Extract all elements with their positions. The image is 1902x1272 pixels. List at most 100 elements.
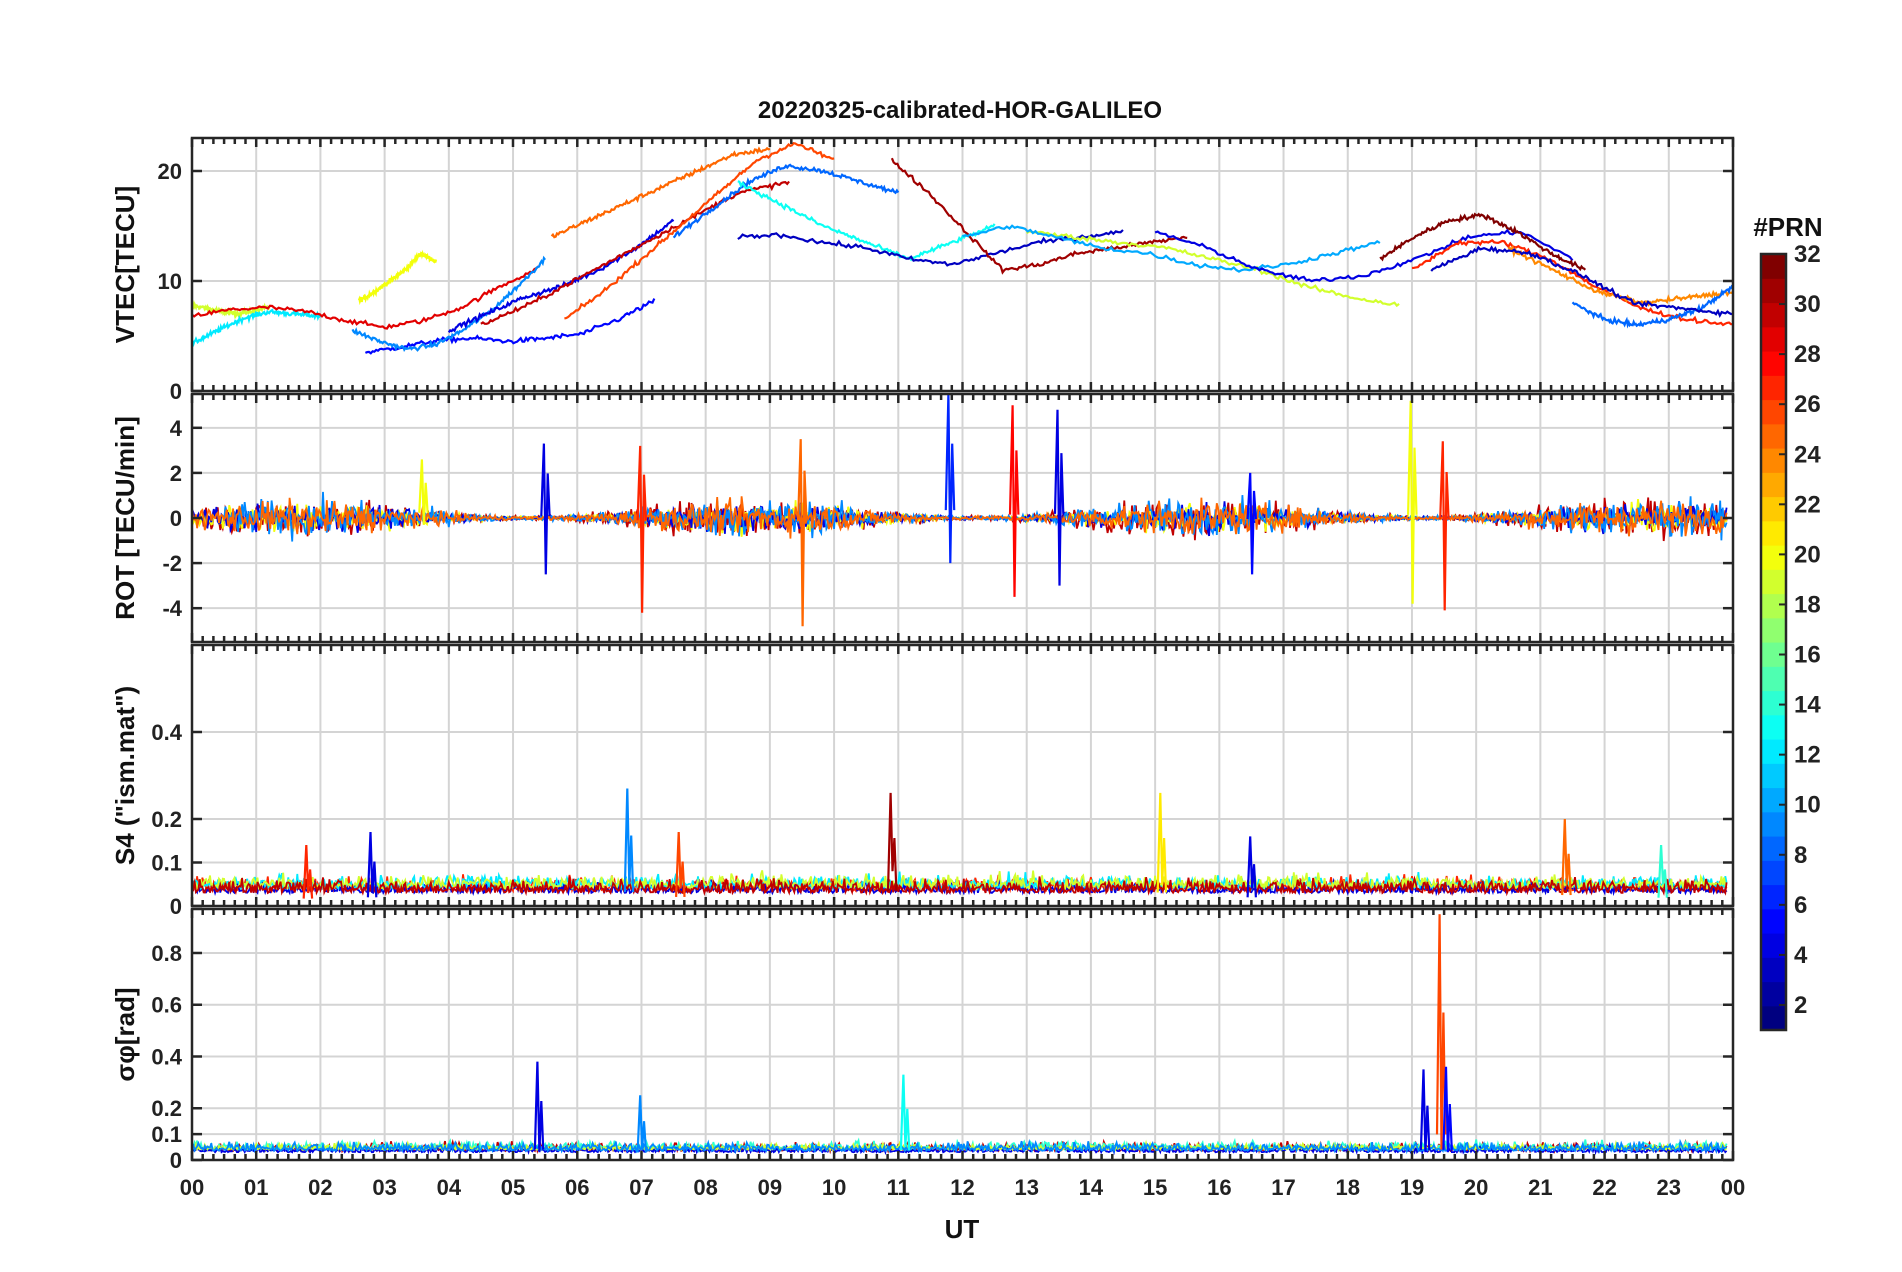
panel-vtec: 0 10 20 VTEC[TECU] [110, 136, 1735, 404]
rot-series-prn-25 [192, 496, 1728, 539]
vtec-series-prn-25 [550, 146, 771, 239]
x-tick-label: 08 [693, 1175, 717, 1200]
sigphi-series-prn-9 [192, 1138, 1727, 1155]
vtec-series-prn-30 [480, 180, 790, 325]
colorbar-segment [1761, 666, 1786, 692]
vtec-series-prn-8 [672, 163, 900, 239]
colorbar-tick-label: 12 [1794, 742, 1821, 769]
colorbar-tick-label: 28 [1794, 341, 1821, 368]
x-tick-label: 23 [1657, 1175, 1681, 1200]
vtec-series-prn-9 [351, 255, 546, 352]
y-tick-label: 0.4 [151, 720, 182, 745]
x-tick-label: 20 [1464, 1175, 1488, 1200]
y-axis-label-s4: S4 ("ism.mat") [110, 686, 140, 865]
colorbar-tick-label: 32 [1794, 241, 1821, 268]
colorbar-tick-label: 10 [1794, 792, 1821, 819]
colorbar-segment [1761, 569, 1786, 595]
vtec-series-prn-20 [357, 249, 438, 306]
y-tick-label: 0 [170, 506, 182, 531]
colorbar-segment [1761, 326, 1786, 352]
colorbar-segment [1761, 957, 1786, 983]
x-ticks-vtec [190, 138, 1735, 391]
colorbar-tick-label: 8 [1794, 842, 1807, 869]
colorbar-segment [1761, 908, 1786, 934]
x-ticks-s4 [190, 645, 1735, 906]
colorbar-tick-label: 2 [1794, 992, 1807, 1019]
x-tick-label: 15 [1143, 1175, 1167, 1200]
grid-sigphi [191, 909, 1734, 1161]
colorbar-segment [1761, 690, 1786, 716]
colorbar-segment [1761, 1005, 1786, 1031]
plot-area-s4 [192, 788, 1728, 899]
colorbar-segment [1761, 981, 1786, 1007]
panel-s4: 0 0.1 0.2 0.4 S4 ("ism.mat") [110, 643, 1735, 919]
x-ticks-rot [190, 394, 1735, 642]
x-tick-label: 03 [372, 1175, 396, 1200]
x-tick-label: 01 [244, 1175, 268, 1200]
panel-sigphi: 00.10.2 0.4 0.6 0.8 σφ[rad] [110, 907, 1735, 1173]
y-axis-label-vtec: VTEC[TECU] [110, 186, 140, 343]
chart-title: 20220325-calibrated-HOR-GALILEO [758, 97, 1162, 124]
s4-spike [1246, 836, 1257, 898]
x-tick-label: 11 [887, 1175, 910, 1200]
vtec-series-prn-24 [1507, 244, 1733, 307]
rot-spike [636, 445, 648, 613]
colorbar-tick-label: 18 [1794, 591, 1821, 618]
x-tick-label: 07 [629, 1175, 653, 1200]
sigphi-spike [533, 1061, 545, 1153]
colorbar-segment [1761, 302, 1786, 328]
colorbar-segment [1761, 375, 1786, 401]
rot-spike [1439, 441, 1450, 611]
plot-area-sigphi [192, 914, 1728, 1156]
x-tick-label: 13 [1014, 1175, 1038, 1200]
colorbar-segment [1761, 423, 1786, 449]
colorbar-frame [1759, 252, 1788, 1032]
vtec-series-prn-5 [364, 298, 656, 355]
y-tick-label: 0.1 [151, 851, 182, 876]
colorbar-segment [1761, 254, 1786, 279]
rot-spike [1407, 400, 1418, 604]
y-tick-label: 2 [170, 461, 182, 486]
colorbar-tick-label: 30 [1794, 291, 1821, 318]
y-tick-label: 0 [170, 894, 182, 919]
colorbar-segment [1761, 448, 1786, 473]
x-tick-label: 06 [565, 1175, 589, 1200]
sigphi-spike [636, 1095, 648, 1153]
x-tick-label: 00 [180, 1175, 204, 1200]
colorbar-segment [1761, 811, 1786, 837]
colorbar-segment [1761, 472, 1786, 498]
x-tick-label: 16 [1207, 1175, 1231, 1200]
vtec-series-prn-4 [447, 218, 675, 334]
y-tick-label: 0.2 [151, 1096, 182, 1121]
vtec-series-prn-12 [192, 308, 321, 348]
s4-spike [675, 831, 686, 897]
s4-spike [302, 845, 314, 899]
x-axis-label: UT [945, 1214, 980, 1244]
x-tick-label: 04 [437, 1175, 462, 1200]
rot-spike [1008, 405, 1020, 597]
x-tick-label: 12 [950, 1175, 974, 1200]
sigphi-spike [899, 1074, 911, 1151]
colorbar-tick-label: 4 [1794, 942, 1808, 969]
colorbar-segment [1761, 520, 1786, 546]
vtec-series-prn-3 [1430, 245, 1733, 319]
colorbar-segment [1761, 545, 1786, 570]
colorbar-segment [1761, 278, 1786, 304]
colorbar-title: #PRN [1753, 212, 1822, 242]
colorbar-segment [1761, 933, 1786, 958]
y-tick-label: -4 [162, 596, 182, 621]
y-tick-label: 0.1 [151, 1122, 182, 1147]
y-tick-label: 0 [170, 1148, 182, 1173]
colorbar-tick-label: 26 [1794, 391, 1821, 418]
s4-series-prn-30 [192, 875, 1728, 897]
x-tick-label: 22 [1592, 1175, 1616, 1200]
y-tick-label: 20 [158, 159, 182, 184]
x-tick-labels: 00 01 02 03 04 05 06 07 08 09 10 11 12 13 14 15 16 17 18 19… [180, 1175, 1745, 1200]
x-ticks-sigphi [190, 909, 1735, 1160]
x-tick-label: 19 [1400, 1175, 1424, 1200]
y-axis-label-sigphi: σφ[rad] [110, 987, 140, 1081]
colorbar-segment [1761, 763, 1786, 789]
colorbar-segment [1761, 860, 1786, 886]
